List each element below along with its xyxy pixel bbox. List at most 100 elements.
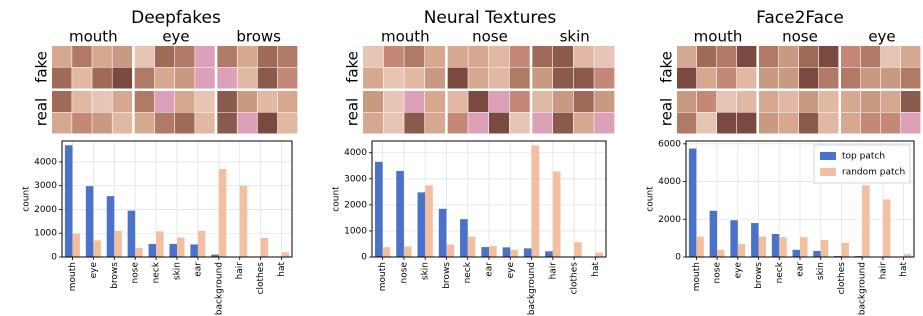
image-patch (881, 68, 900, 89)
image-patch (425, 91, 445, 112)
figure: DeepfakesmoutheyebrowsfakerealNeural Tex… (0, 0, 923, 316)
bar (489, 246, 497, 257)
patch-label: nose (472, 28, 508, 46)
image-patch (72, 113, 92, 134)
image-patch (759, 68, 778, 89)
image-patch (799, 91, 818, 112)
image-patch (404, 113, 424, 134)
image-patch (72, 46, 92, 67)
image-patch (238, 68, 258, 89)
image-patch (238, 46, 258, 67)
x-tick-label: skin (173, 262, 183, 280)
bar (510, 250, 518, 257)
row-label: real (33, 98, 51, 126)
x-tick-label: brows (110, 262, 120, 289)
row-label: real (344, 98, 362, 126)
x-tick-label: mouth (692, 262, 702, 291)
x-tick-label: mouth (378, 262, 388, 291)
image-patch (489, 113, 509, 134)
bar (841, 243, 848, 257)
image-patch (901, 113, 920, 134)
image-patch (384, 113, 404, 134)
image-patch (553, 46, 573, 67)
bar (93, 240, 101, 257)
x-tick-label: clothes (837, 262, 847, 295)
x-tick-label: eye (89, 262, 99, 279)
image-patch (113, 113, 133, 134)
image-patch (717, 91, 736, 112)
image-patch (113, 46, 133, 67)
bar (813, 251, 820, 257)
bar (689, 149, 696, 257)
image-patch (217, 113, 237, 134)
image-patch (363, 68, 383, 89)
bar (107, 196, 115, 257)
image-patch (510, 113, 530, 134)
image-patch (819, 46, 838, 67)
bar (169, 244, 177, 257)
image-patch (448, 113, 468, 134)
image-patch (553, 68, 573, 89)
panel-title: Face2Face (756, 8, 844, 28)
y-tick-label: 2000 (344, 200, 367, 210)
bar (65, 145, 73, 257)
image-patch (238, 91, 258, 112)
x-tick-label: hair (548, 262, 558, 280)
image-patch (532, 46, 552, 67)
y-tick-label: 6000 (658, 139, 681, 149)
image-patch (135, 46, 155, 67)
row-label: fake (658, 51, 676, 83)
y-tick-label: 0 (675, 253, 681, 263)
image-patch (594, 68, 614, 89)
image-patch (881, 91, 900, 112)
bar (759, 237, 766, 257)
image-patch (799, 113, 818, 134)
image-patch (278, 113, 298, 134)
image-patch (677, 113, 696, 134)
image-patch (278, 46, 298, 67)
image-patch (737, 46, 756, 67)
bar (468, 237, 476, 257)
bar (282, 252, 290, 257)
bar (198, 231, 206, 257)
x-tick-label: nose (713, 262, 723, 284)
image-patch (155, 68, 175, 89)
bar (439, 209, 447, 257)
bar (862, 185, 869, 257)
image-patch (819, 68, 838, 89)
image-patch (574, 68, 594, 89)
bar (793, 250, 800, 257)
legend-swatch (820, 152, 836, 160)
bar (149, 244, 157, 257)
image-patch (861, 113, 880, 134)
legend-swatch (820, 168, 836, 176)
image-patch (819, 113, 838, 134)
image-patch (574, 46, 594, 67)
image-patch (779, 46, 798, 67)
panel-title: Neural Textures (424, 8, 557, 28)
image-patch (363, 46, 383, 67)
image-patch (861, 91, 880, 112)
image-patch (697, 46, 716, 67)
x-tick-label: background (527, 262, 537, 315)
image-patch (363, 113, 383, 134)
image-patch (195, 113, 215, 134)
bar (404, 247, 412, 257)
image-patch (697, 68, 716, 89)
x-tick-label: neck (152, 261, 162, 283)
image-patch (52, 113, 72, 134)
patch-label: mouth (381, 28, 430, 46)
bar (738, 244, 745, 257)
x-tick-label: hair (878, 262, 888, 280)
image-patch (532, 68, 552, 89)
image-patch (72, 68, 92, 89)
image-patch (195, 68, 215, 89)
patch-label: eye (162, 28, 189, 46)
image-patch (901, 68, 920, 89)
image-patch (717, 68, 736, 89)
image-patch (574, 113, 594, 134)
image-patch (759, 46, 778, 67)
bar (524, 248, 532, 257)
bar (800, 237, 807, 257)
image-patch (819, 91, 838, 112)
